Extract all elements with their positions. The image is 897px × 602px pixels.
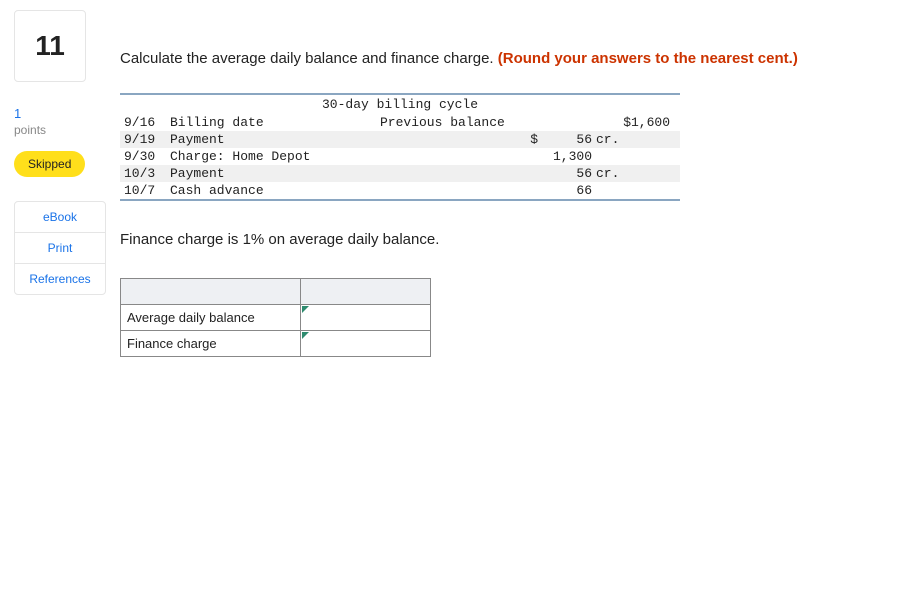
ledger-cr	[592, 115, 622, 130]
ledger-desc: Charge: Home Depot	[170, 149, 380, 164]
answer-row: Average daily balance	[121, 305, 431, 331]
ledger-date: 9/19	[124, 132, 170, 147]
ledger-label: Previous balance	[380, 115, 520, 130]
answer-label: Finance charge	[121, 331, 301, 357]
ledger-row: 9/30 Charge: Home Depot 1,300	[120, 148, 680, 165]
ledger-sym	[520, 149, 538, 164]
ledger-sym	[520, 115, 538, 130]
ledger-sym	[520, 166, 538, 181]
answer-label: Average daily balance	[121, 305, 301, 331]
ledger-balance	[622, 132, 676, 147]
ledger-label	[380, 149, 520, 164]
ledger-amount: 56	[538, 166, 592, 181]
ledger-title: 30-day billing cycle	[120, 95, 680, 114]
ledger-amount: 56	[538, 132, 592, 147]
ledger-cr	[592, 149, 622, 164]
ledger-amount: 1,300	[538, 149, 592, 164]
ledger-amount: 66	[538, 183, 592, 198]
prompt-text: Calculate the average daily balance and …	[120, 50, 498, 67]
ledger-label	[380, 183, 520, 198]
input-marker-icon	[302, 332, 309, 339]
ledger-sym: $	[520, 132, 538, 147]
average-daily-balance-input[interactable]	[301, 305, 430, 330]
ledger-desc: Billing date	[170, 115, 380, 130]
print-link[interactable]: Print	[15, 232, 105, 263]
sidebar: 11 1 points Skipped eBook Print Referenc…	[0, 0, 120, 602]
finance-charge-note: Finance charge is 1% on average daily ba…	[120, 231, 877, 248]
ledger-balance	[622, 166, 676, 181]
answer-input-cell	[301, 305, 431, 331]
ledger-desc: Cash advance	[170, 183, 380, 198]
question-number-box: 11	[14, 10, 86, 82]
answer-row: Finance charge	[121, 331, 431, 357]
answer-header-blank	[301, 279, 431, 305]
ledger-date: 10/7	[124, 183, 170, 198]
ledger-row: 9/16 Billing date Previous balance $1,60…	[120, 114, 680, 131]
ledger-cr: cr.	[592, 132, 622, 147]
status-badge-skipped: Skipped	[14, 151, 85, 177]
answer-header-blank	[121, 279, 301, 305]
ledger-date: 9/30	[124, 149, 170, 164]
points-label: points	[14, 123, 106, 137]
input-marker-icon	[302, 306, 309, 313]
question-prompt: Calculate the average daily balance and …	[120, 50, 877, 67]
finance-charge-input[interactable]	[301, 331, 430, 356]
question-number: 11	[35, 30, 65, 62]
billing-cycle-ledger: 30-day billing cycle 9/16 Billing date P…	[120, 93, 680, 201]
ledger-row: 10/3 Payment 56 cr.	[120, 165, 680, 182]
references-link[interactable]: References	[15, 263, 105, 294]
ledger-date: 10/3	[124, 166, 170, 181]
ledger-cr: cr.	[592, 166, 622, 181]
ledger-balance	[622, 183, 676, 198]
ledger-desc: Payment	[170, 166, 380, 181]
answer-input-cell	[301, 331, 431, 357]
main-content: Calculate the average daily balance and …	[120, 0, 897, 602]
ledger-row: 9/19 Payment $ 56 cr.	[120, 131, 680, 148]
ledger-cr	[592, 183, 622, 198]
prompt-instruction: (Round your answers to the nearest cent.…	[498, 50, 798, 67]
ledger-date: 9/16	[124, 115, 170, 130]
ledger-row: 10/7 Cash advance 66	[120, 182, 680, 199]
answer-table: Average daily balance Finance charge	[120, 278, 431, 357]
points-number: 1	[14, 106, 106, 121]
ledger-desc: Payment	[170, 132, 380, 147]
ledger-label	[380, 132, 520, 147]
ledger-balance: $1,600	[622, 115, 676, 130]
ebook-link[interactable]: eBook	[15, 202, 105, 232]
ledger-balance	[622, 149, 676, 164]
ledger-label	[380, 166, 520, 181]
ledger-amount	[538, 115, 592, 130]
resource-links: eBook Print References	[14, 201, 106, 295]
ledger-sym	[520, 183, 538, 198]
